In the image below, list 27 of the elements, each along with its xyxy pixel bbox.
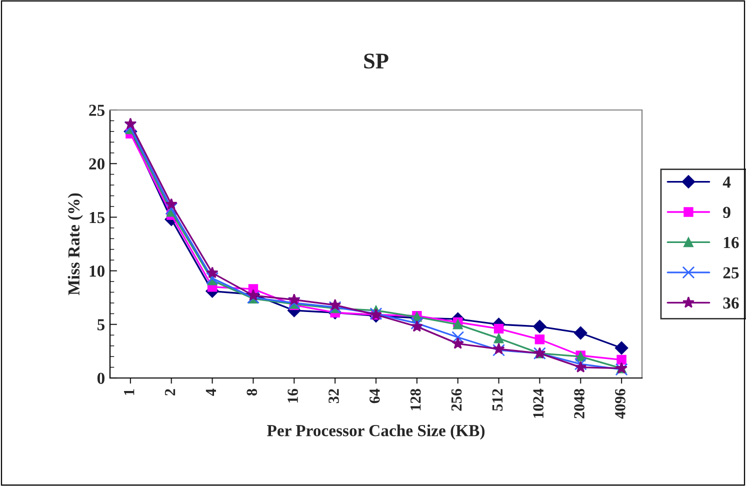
x-tick-label: 8 xyxy=(246,388,258,396)
x-axis-title: Per Processor Cache Size (KB) xyxy=(267,424,485,440)
chart-title: SP xyxy=(364,54,388,69)
x-tick-label: 1 xyxy=(124,389,134,395)
x-tick-label: 2048 xyxy=(574,388,584,418)
y-tick-label: 25 xyxy=(89,104,105,116)
x-tick-label: 4 xyxy=(206,388,216,396)
legend-label: 4 xyxy=(722,176,731,188)
x-tick-label: 2 xyxy=(164,389,176,396)
legend-label: 9 xyxy=(723,206,730,218)
x-tick-label: 128 xyxy=(410,388,421,410)
x-tick-label: 512 xyxy=(492,389,503,411)
y-tick-label: 0 xyxy=(97,372,105,384)
legend-label: 25 xyxy=(723,267,739,278)
y-tick-label: 20 xyxy=(89,158,105,170)
y-axis-title: Miss Rate (%) xyxy=(68,193,83,296)
x-tick-label: 4096 xyxy=(615,388,626,419)
y-tick-label: 10 xyxy=(90,266,105,277)
y-tick-label: 5 xyxy=(97,319,105,330)
legend-label: 16 xyxy=(724,237,739,248)
x-tick-label: 32 xyxy=(328,389,339,404)
y-tick-label: 15 xyxy=(90,212,105,224)
x-tick-label: 1024 xyxy=(533,388,544,418)
x-tick-label: 64 xyxy=(370,388,380,404)
x-tick-label: 256 xyxy=(451,388,462,411)
legend-label: 36 xyxy=(723,297,739,309)
x-tick-label: 16 xyxy=(288,388,298,402)
